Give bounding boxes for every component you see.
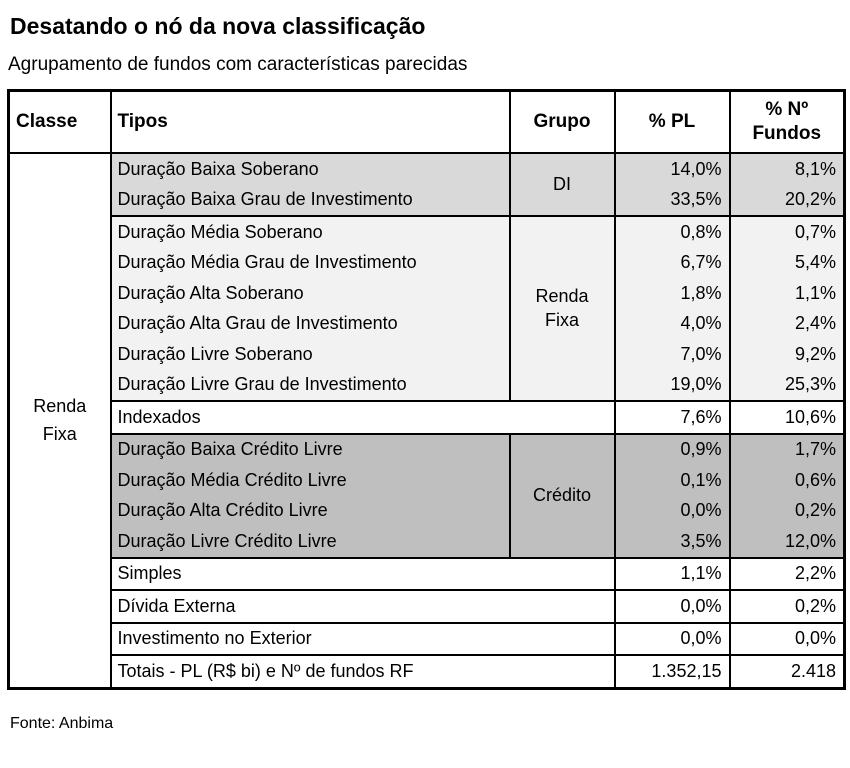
table-row: Duração Média Soberano Renda Fixa 0,8% 0,7% [9, 215, 846, 402]
cell-pl: 4,0% [613, 308, 731, 340]
cell-pl: 0,0% [613, 621, 731, 656]
col-header-classe: Classe [7, 89, 112, 155]
cell-tipo: Dívida Externa [109, 589, 616, 623]
table-row: Renda Fixa Duração Baixa Soberano DI 14,0% 8… [7, 152, 846, 689]
cell-tipo: Duração Baixa Crédito Livre [109, 432, 511, 466]
cell-fundos: 0,0% [728, 621, 846, 656]
page-container: Desatando o nó da nova classificação Agr… [7, 13, 846, 732]
cell-fundos: 2.418 [728, 654, 846, 689]
table-header: Classe Tipos Grupo % PL % Nº Fundos [7, 89, 846, 155]
cell-tipo: Simples [109, 556, 616, 591]
table-row: Duração Alta Grau de Investimento 4,0% 2,4… [9, 308, 846, 340]
cell-tipo: Duração Baixa Soberano [109, 152, 511, 185]
table-row: Duração Alta Crédito Livre 0,0% 0,2% [9, 495, 846, 527]
cell-tipo: Duração Média Crédito Livre [109, 465, 511, 496]
cell-tipo: Totais - PL (R$ bi) e Nº de fundos RF [109, 654, 616, 689]
cell-pl: 1,8% [613, 278, 731, 309]
cell-tipo: Duração Baixa Grau de Investimento [109, 184, 511, 217]
fund-classification-table: Classe Tipos Grupo % PL % Nº Fundos Rend… [7, 89, 846, 690]
cell-pl: 6,7% [613, 247, 731, 279]
table-row: Totais - PL (R$ bi) e Nº de fundos RF 1.3… [9, 654, 846, 689]
cell-fundos: 8,1% [728, 152, 846, 185]
cell-pl: 19,0% [613, 369, 731, 402]
table-row: Duração Média Grau de Investimento 6,7% 5,… [9, 247, 846, 279]
cell-pl: 33,5% [613, 184, 731, 217]
table-row: Duração Livre Soberano 7,0% 9,2% [9, 339, 846, 370]
table-row: Dívida Externa 0,0% 0,2% [9, 589, 846, 623]
page-subtitle: Agrupamento de fundos com característica… [8, 54, 468, 76]
cell-pl: 14,0% [613, 152, 731, 185]
table-row: Investimento no Exterior 0,0% 0,0% [9, 621, 846, 656]
cell-pl: 0,9% [613, 432, 731, 466]
classe-cell: Renda Fixa [7, 152, 112, 689]
cell-pl: 1,1% [613, 556, 731, 591]
cell-fundos: 25,3% [728, 369, 846, 402]
cell-pl: 3,5% [613, 526, 731, 558]
table-row: Duração Média Crédito Livre 0,1% 0,6% [9, 465, 846, 496]
table-body: Renda Fixa Duração Baixa Soberano DI 14,0% 8… [7, 152, 846, 689]
cell-tipo: Duração Média Grau de Investimento [109, 247, 511, 279]
cell-tipo: Duração Média Soberano [109, 215, 511, 248]
cell-tipo: Duração Alta Grau de Investimento [109, 308, 511, 340]
cell-pl: 0,1% [613, 465, 731, 496]
cell-pl: 1.352,15 [613, 654, 731, 689]
table-row: Duração Baixa Grau de Investimento 33,5% 2… [9, 184, 846, 217]
cell-fundos: 12,0% [728, 526, 846, 558]
cell-tipo: Duração Livre Soberano [109, 339, 511, 370]
table-row: Duração Livre Crédito Livre 3,5% 12,0% [9, 526, 846, 558]
col-header-grupo: Grupo [508, 89, 616, 155]
cell-fundos: 2,2% [728, 556, 846, 591]
cell-pl: 0,0% [613, 495, 731, 527]
cell-fundos: 10,6% [728, 400, 846, 434]
cell-fundos: 20,2% [728, 184, 846, 217]
cell-fundos: 0,7% [728, 215, 846, 248]
cell-fundos: 1,7% [728, 432, 846, 466]
cell-grupo: Crédito [508, 432, 616, 558]
cell-fundos: 0,2% [728, 589, 846, 623]
col-header-pl: % PL [613, 89, 731, 155]
col-header-fundos: % Nº Fundos [728, 89, 846, 155]
cell-tipo: Duração Livre Grau de Investimento [109, 369, 511, 402]
table-row: Duração Livre Grau de Investimento 19,0% 2… [9, 369, 846, 402]
cell-pl: 0,0% [613, 589, 731, 623]
page-title: Desatando o nó da nova classificação [10, 13, 426, 39]
cell-fundos: 9,2% [728, 339, 846, 370]
cell-grupo: DI [508, 152, 616, 217]
cell-fundos: 0,6% [728, 465, 846, 496]
cell-pl: 0,8% [613, 215, 731, 248]
cell-fundos: 0,2% [728, 495, 846, 527]
cell-grupo: Renda Fixa [508, 215, 616, 402]
cell-pl: 7,6% [613, 400, 731, 434]
cell-fundos: 2,4% [728, 308, 846, 340]
table-row: Duração Baixa Crédito Livre Crédito 0,9% 1,… [9, 432, 846, 558]
table-row: Simples 1,1% 2,2% [9, 556, 846, 591]
cell-fundos: 5,4% [728, 247, 846, 279]
cell-tipo: Duração Livre Crédito Livre [109, 526, 511, 558]
cell-fundos: 1,1% [728, 278, 846, 309]
cell-tipo: Duração Alta Crédito Livre [109, 495, 511, 527]
source-note: Fonte: Anbima [10, 714, 114, 732]
cell-pl: 7,0% [613, 339, 731, 370]
cell-tipo: Indexados [109, 400, 616, 434]
table-row: Duração Alta Soberano 1,8% 1,1% [9, 278, 846, 309]
table-row: Indexados 7,6% 10,6% [9, 400, 846, 434]
cell-tipo: Investimento no Exterior [109, 621, 616, 656]
header-row: Classe Tipos Grupo % PL % Nº Fundos [7, 89, 846, 155]
cell-tipo: Duração Alta Soberano [109, 278, 511, 309]
col-header-tipos: Tipos [109, 89, 511, 155]
